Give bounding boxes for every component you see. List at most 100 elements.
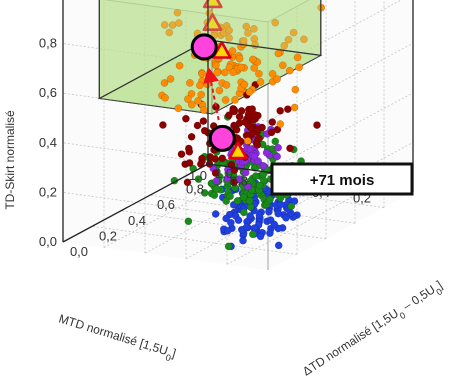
data-point — [289, 28, 298, 37]
data-point — [187, 90, 196, 98]
data-point — [160, 21, 169, 29]
data-point — [175, 19, 183, 27]
data-point — [228, 47, 237, 55]
data-point — [221, 96, 230, 104]
data-point — [265, 207, 273, 216]
data-point — [255, 181, 264, 190]
data-point — [184, 217, 193, 226]
data-point — [200, 189, 209, 197]
data-point — [215, 86, 224, 95]
data-point — [253, 125, 262, 133]
x-axis-label: MTD normalisé [1,5U0] — [56, 311, 178, 364]
data-point — [196, 81, 204, 90]
data-point — [271, 137, 280, 146]
data-point — [271, 18, 280, 27]
data-point — [284, 35, 293, 44]
data-point — [225, 63, 234, 72]
data-point — [242, 223, 251, 232]
data-point — [187, 100, 196, 109]
right-back-pane — [268, 0, 413, 270]
data-point — [287, 202, 296, 211]
data-point — [255, 211, 264, 220]
data-point — [233, 197, 242, 205]
data-point — [173, 8, 182, 17]
data-point — [226, 192, 234, 201]
data-point — [268, 70, 277, 78]
data-point — [240, 80, 249, 89]
data-point — [211, 169, 220, 177]
triangle-marker — [211, 40, 232, 59]
x-tick-label: 1,0 — [189, 168, 207, 183]
highlight-box-front — [98, 0, 322, 100]
data-point — [212, 185, 221, 193]
data-point — [183, 178, 192, 187]
trend-arrow — [203, 66, 220, 121]
data-point — [248, 55, 257, 64]
data-point — [212, 177, 221, 185]
data-point — [197, 90, 205, 99]
y-tick-label: 1,0 — [215, 166, 233, 181]
data-point — [235, 54, 244, 63]
data-point — [273, 75, 281, 83]
triangle-marker — [228, 141, 248, 160]
data-point — [251, 172, 260, 180]
z-tick-label: 0,4 — [39, 135, 57, 150]
data-point — [211, 210, 220, 218]
data-point — [227, 218, 235, 227]
gridline — [267, 92, 414, 172]
data-point — [221, 68, 229, 77]
data-point — [200, 126, 209, 135]
gridline — [267, 0, 402, 72]
data-point — [184, 95, 192, 103]
data-point — [174, 104, 183, 113]
annotation-box: +71 mois — [270, 162, 414, 196]
data-point — [225, 34, 233, 42]
data-point — [245, 88, 254, 96]
data-point — [199, 106, 208, 114]
data-point — [234, 216, 243, 224]
data-point — [222, 214, 230, 223]
y-tick-label: 0,0 — [70, 244, 88, 259]
data-point — [295, 63, 304, 72]
y-tick-label: 0,4 — [128, 213, 146, 228]
data-point — [239, 236, 247, 245]
data-point — [259, 170, 268, 179]
z-tick-label: 0,8 — [39, 36, 57, 51]
data-point — [222, 81, 231, 89]
gridline — [62, 142, 269, 172]
z-axis-label: TD-Skirt normalisé — [3, 110, 17, 210]
data-point — [203, 80, 211, 89]
data-point — [194, 97, 202, 105]
gridline — [267, 142, 414, 221]
data-point — [229, 107, 237, 115]
data-point — [231, 96, 239, 104]
data-point — [270, 220, 279, 229]
gridline — [62, 192, 269, 221]
data-point — [184, 144, 193, 153]
data-point — [165, 28, 174, 37]
data-point — [213, 68, 221, 77]
data-point — [276, 120, 285, 128]
data-point — [193, 121, 202, 130]
z-tick-label: 1,0 — [39, 0, 57, 1]
data-point — [278, 61, 287, 70]
data-point — [218, 154, 227, 163]
data-point — [255, 70, 263, 78]
z-tick-label: 0,6 — [39, 85, 57, 100]
data-point — [274, 143, 282, 152]
y-tick-label: 0,2 — [99, 228, 117, 243]
data-point — [235, 119, 244, 127]
gridline — [62, 43, 269, 72]
data-point — [235, 112, 244, 121]
data-point — [239, 193, 248, 202]
data-point — [229, 68, 237, 77]
data-point — [198, 70, 206, 78]
data-point — [276, 107, 285, 115]
data-point — [291, 85, 300, 94]
data-point — [253, 141, 262, 149]
y-axis-label: ΔTD normalisé [1,5U0 – 0,5U0] — [300, 278, 447, 382]
data-point — [244, 29, 252, 37]
data-point — [248, 230, 257, 239]
